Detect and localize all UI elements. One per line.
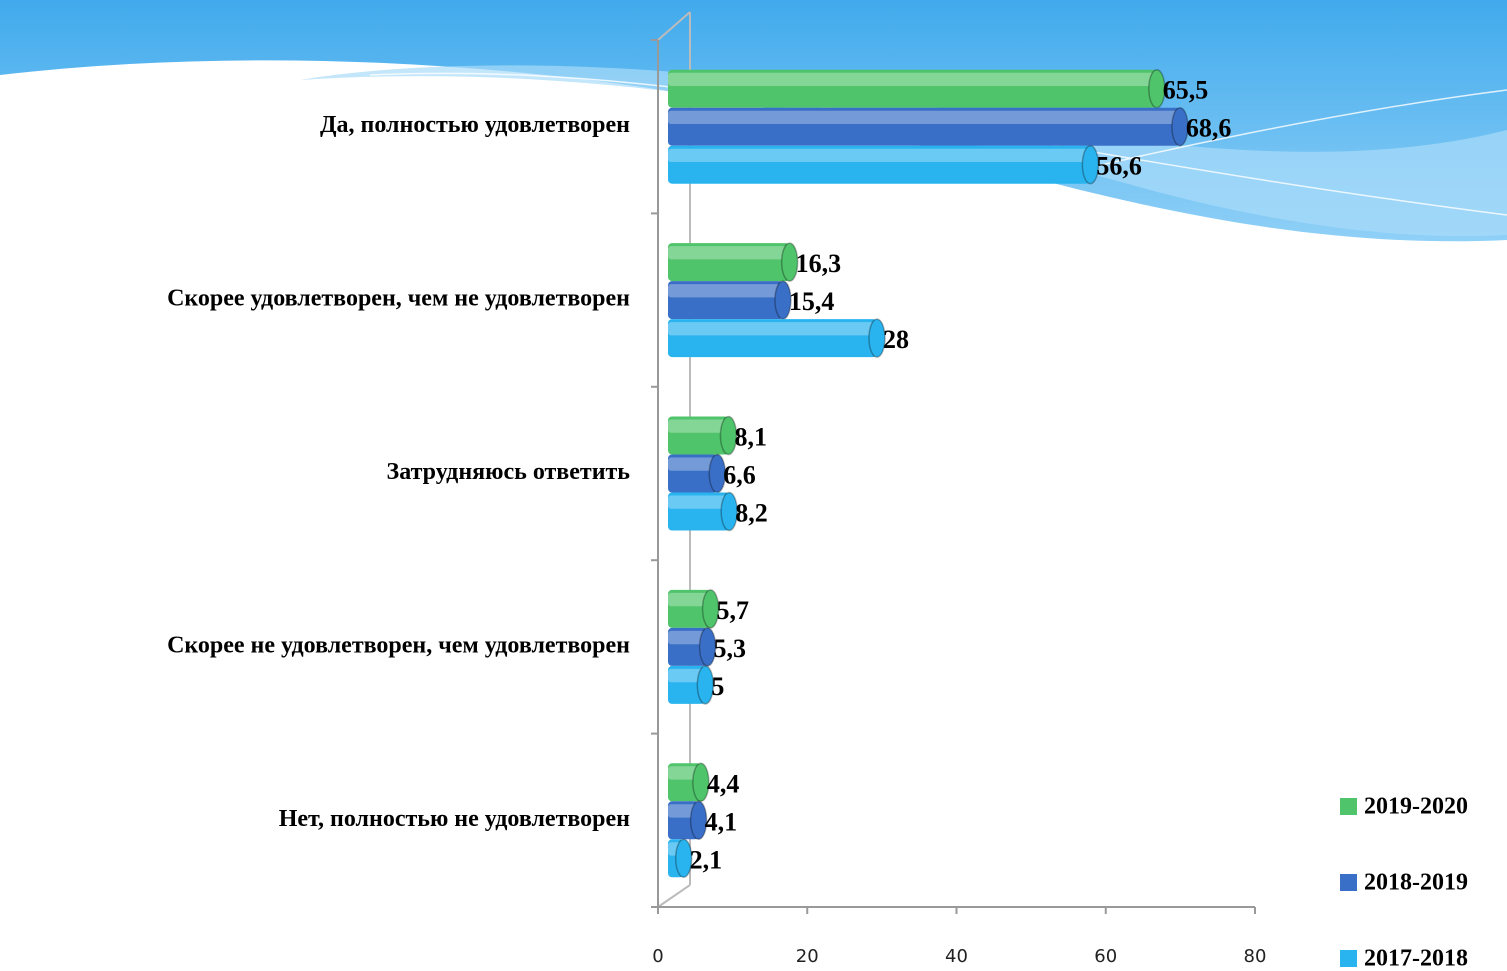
value-label: 5,3 [714,634,747,663]
bar-cap [868,318,886,358]
bar-cap [719,415,738,456]
value-label: 68,6 [1186,114,1232,143]
legend-label: 2018-2019 [1364,870,1468,896]
x-tick-label: 40 [945,946,968,967]
bar [668,665,706,704]
bar [668,281,783,320]
x-tick-label: 60 [1094,946,1117,967]
x-tick-label: 0 [652,946,663,967]
bar-shade [668,148,1091,162]
value-label: 5,7 [717,596,750,625]
category-label: Скорее удовлетворен, чем не удовлетворен [167,286,630,312]
bar-cap [701,589,720,629]
legend-swatch [1340,874,1357,891]
bar [668,107,1180,146]
bar-cap [696,665,715,705]
bar-shade [668,804,699,818]
bar [668,69,1157,108]
bar-shade [668,284,783,298]
value-label: 56,6 [1096,152,1142,181]
category-label: Скорее не удовлетворен, чем удовлетворен [167,632,630,658]
legend-label: 2019-2020 [1364,794,1468,820]
bar [668,243,790,282]
bar-cap [692,762,710,803]
bar-cap [698,627,717,667]
legend-swatch [1340,950,1357,967]
bar [668,589,711,628]
value-label: 8,2 [735,498,768,527]
value-label: 15,4 [789,287,835,316]
bar-shade [668,110,1180,124]
value-label: 4,1 [705,807,738,836]
background-wave [300,65,1507,237]
bar-cap [689,800,708,841]
bar-cap [1081,144,1100,185]
value-label: 2,1 [690,845,723,874]
value-label: 5 [711,672,724,701]
value-label: 6,6 [723,460,756,489]
category-label: Да, полностью удовлетворен [320,112,630,138]
bar-shade [668,592,711,607]
value-label: 16,3 [796,249,842,278]
bar [668,763,701,802]
category-label: Нет, полностью не удовлетворен [279,806,630,832]
category-label: Затрудняюсь ответить [387,459,631,485]
bar [668,319,877,358]
bar [668,492,730,531]
value-label: 4,4 [707,769,740,798]
bar [668,416,729,455]
legend-swatch [1340,798,1357,815]
bar [668,454,718,493]
bar-cap [674,838,693,879]
bar [668,145,1091,184]
bar-cap [720,491,738,532]
bar-shade [668,766,701,780]
bar [668,627,708,666]
value-label: 28 [883,325,909,354]
bar-shade [668,322,877,336]
bar [668,801,699,840]
plot: 65,5 68,6 56,6 16,3 15,4 28 8,1 6,6 8,2 5,7 5,3 5 4,… [668,68,1232,879]
bar-shade [668,668,706,683]
value-label: 8,1 [734,422,767,451]
value-label: 65,5 [1163,76,1209,105]
bar-shade [668,72,1157,86]
bar-shade [668,457,718,471]
bar-shade [668,246,790,260]
bar-shade [668,630,708,645]
x-tick-label: 80 [1244,946,1267,967]
bar-shade [668,495,730,509]
legend-label: 2017-2018 [1364,946,1468,971]
bar-cap [780,242,799,282]
bar-cap [1171,106,1189,147]
x-tick-label: 20 [796,946,819,967]
bar-shade [668,419,729,433]
